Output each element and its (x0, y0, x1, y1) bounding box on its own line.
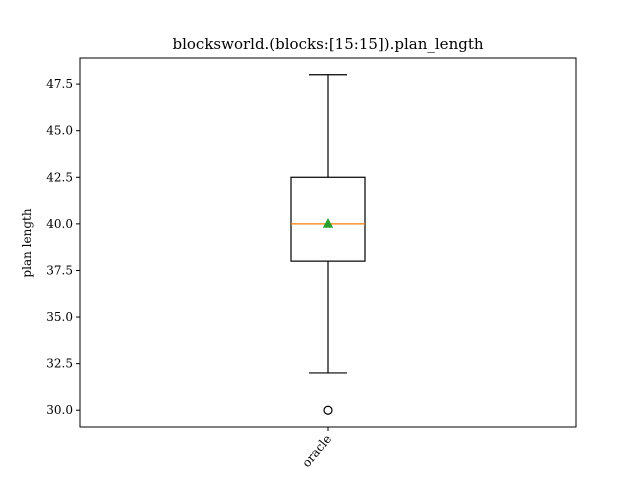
y-tick-label: 42.5 (46, 170, 73, 184)
y-tick-label: 40.0 (46, 217, 73, 231)
x-tick-label: oracle (299, 432, 334, 470)
interquartile-box (290, 176, 366, 262)
mean-marker (322, 218, 334, 228)
y-tick-label: 35.0 (46, 310, 73, 324)
x-axis: oracle (299, 427, 334, 470)
outlier-point (323, 405, 333, 415)
y-tick-label: 47.5 (46, 77, 73, 91)
y-tick-label: 30.0 (46, 403, 73, 417)
chart-title: blocksworld.(blocks:[15:15]).plan_length (172, 35, 483, 53)
boxes (290, 74, 366, 415)
y-axis: 30.0 32.5 35.0 37.5 40.0 42.5 45.0 47.5 (46, 77, 80, 417)
y-axis-label: plan length (20, 208, 34, 277)
y-tick-label: 45.0 (46, 124, 73, 138)
y-tick-label: 32.5 (46, 357, 73, 371)
y-tick-label: 37.5 (46, 263, 73, 277)
